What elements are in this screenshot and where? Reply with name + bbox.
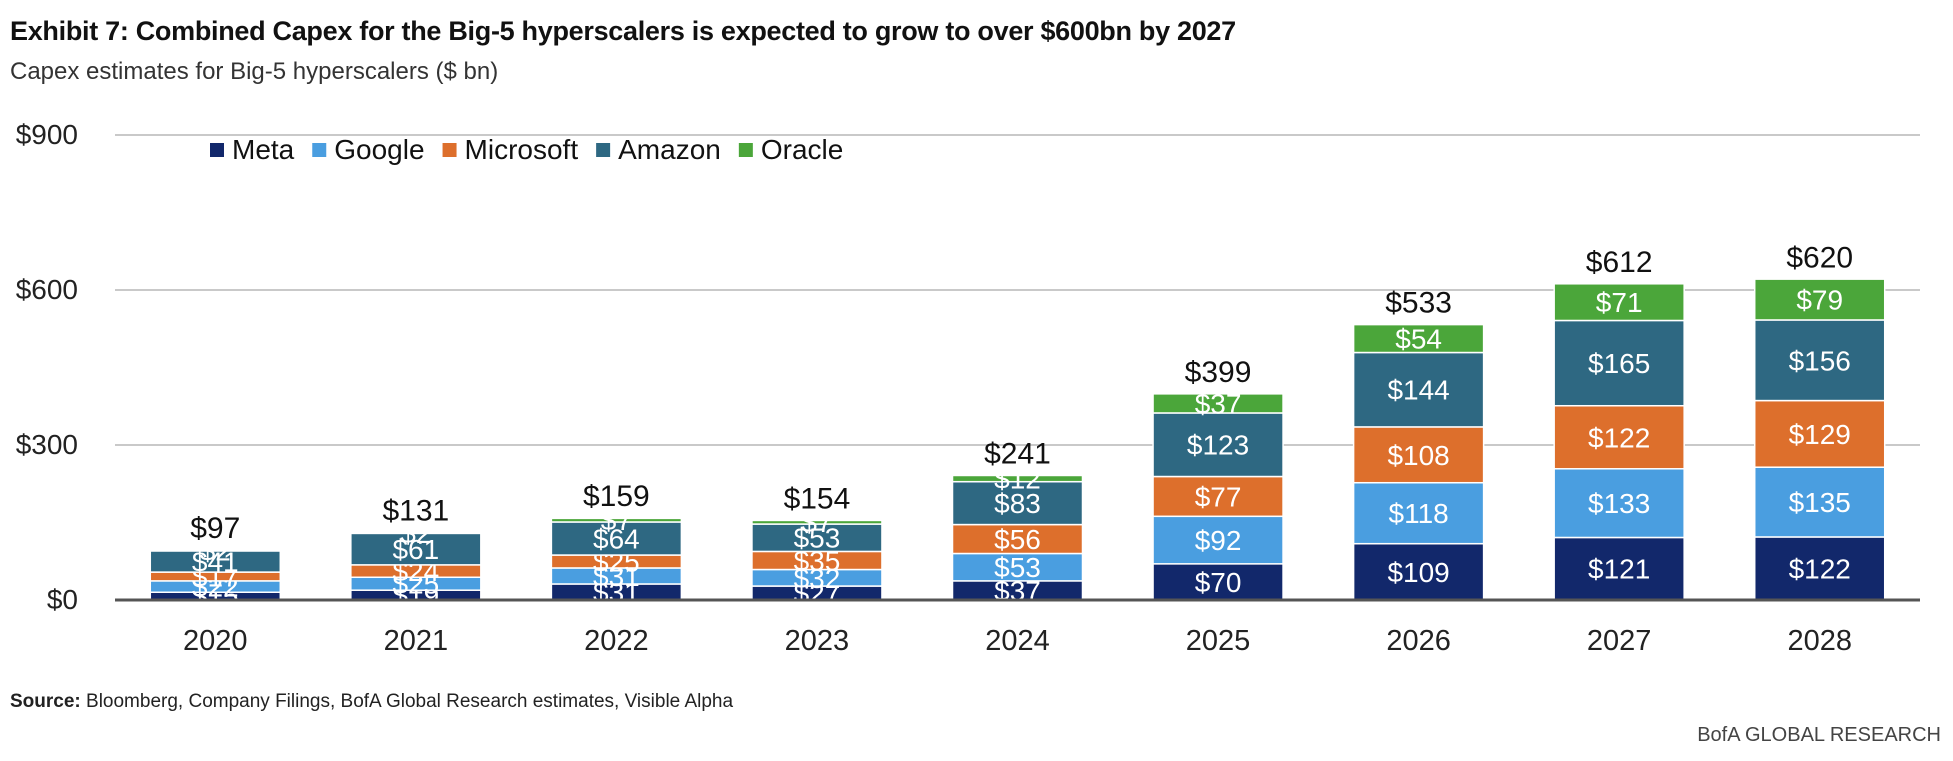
data-label-microsoft: $108 — [1387, 440, 1449, 471]
bar-segment-oracle — [350, 531, 482, 535]
total-label: $131 — [382, 494, 449, 527]
total-label: $97 — [190, 512, 240, 545]
x-tick-label: 2026 — [1386, 625, 1451, 657]
source-note: Source: Bloomberg, Company Filings, BofA… — [10, 691, 733, 713]
bar-segment-oracle — [1553, 283, 1685, 322]
total-label: $159 — [583, 480, 650, 513]
bar-segment-oracle — [951, 474, 1084, 483]
y-tick-label: $300 — [16, 429, 78, 460]
legend-swatch-amazon — [596, 143, 611, 157]
data-label-google: $133 — [1588, 488, 1650, 519]
data-label-meta: $122 — [1789, 553, 1851, 584]
data-label-amazon: $61 — [392, 534, 439, 565]
data-label-google: $118 — [1389, 498, 1449, 529]
source-label: Source: — [10, 691, 81, 712]
bar-segment-amazon — [1352, 351, 1485, 428]
total-label: $399 — [1185, 356, 1252, 389]
bar-segment-oracle — [751, 519, 883, 525]
chart-title: Exhibit 7: Combined Capex for the Big-5 … — [10, 16, 1236, 46]
data-label-amazon: $123 — [1187, 430, 1249, 461]
total-label: $241 — [984, 437, 1051, 470]
legend-swatch-oracle — [738, 143, 753, 157]
legend-swatch-google — [312, 143, 327, 157]
data-label-amazon: $156 — [1789, 345, 1851, 376]
data-label-amazon: $165 — [1588, 348, 1650, 379]
data-label-microsoft: $122 — [1588, 422, 1650, 453]
data-label-google: $135 — [1789, 487, 1851, 518]
brand-footer: BofA GLOBAL RESEARCH — [1697, 724, 1941, 746]
bar-segment-oracle — [1152, 393, 1284, 414]
x-tick-label: 2020 — [183, 625, 248, 657]
total-label: $533 — [1385, 287, 1452, 320]
data-label-meta: $70 — [1195, 567, 1242, 598]
bar-segment-amazon — [350, 532, 482, 566]
y-axis: $0 $300 $600 $900 — [16, 119, 78, 615]
y-tick-label: $0 — [47, 584, 78, 615]
legend-label-oracle: Oracle — [761, 134, 843, 165]
data-label-oracle: $37 — [1195, 388, 1242, 419]
bar-segment-amazon — [1553, 319, 1685, 407]
bar-segment-google — [951, 552, 1084, 582]
x-tick-label: 2027 — [1587, 625, 1652, 657]
data-label-oracle: $2 — [400, 518, 431, 549]
source-text: Bloomberg, Company Filings, BofA Global … — [80, 691, 734, 712]
legend-label-google: Google — [334, 134, 424, 165]
data-label-oracle: $79 — [1796, 285, 1843, 316]
bar-segment-meta — [1352, 542, 1485, 601]
bar-segment-google — [1753, 466, 1886, 538]
bars: $15$22$17$41$2$97$19$25$24$61$2$131$31$3… — [149, 242, 1886, 612]
x-tick-label: 2025 — [1186, 625, 1251, 657]
x-tick-label: 2021 — [384, 625, 449, 657]
data-label-oracle: $71 — [1596, 287, 1643, 318]
bar-segment-microsoft — [1352, 426, 1485, 484]
x-tick-label: 2022 — [584, 625, 649, 657]
bar-segment-microsoft — [1553, 404, 1685, 470]
data-label-google: $92 — [1195, 525, 1242, 556]
chart-subtitle: Capex estimates for Big-5 hyperscalers (… — [10, 58, 499, 85]
data-label-oracle: $12 — [994, 464, 1041, 495]
y-tick-label: $600 — [16, 274, 78, 305]
x-axis: 2020 2021 2022 2023 2024 2025 2026 2027 2028 — [115, 598, 1920, 657]
data-label-google: $53 — [994, 552, 1041, 583]
data-label-amazon: $41 — [192, 547, 239, 578]
data-label-oracle: $54 — [1395, 324, 1442, 355]
data-label-amazon: $64 — [593, 524, 640, 555]
bar-segment-microsoft — [951, 523, 1084, 555]
data-label-oracle: $7 — [601, 505, 632, 536]
y-tick-label: $900 — [16, 119, 78, 150]
data-label-microsoft: $129 — [1789, 419, 1851, 450]
data-label-meta: $121 — [1588, 554, 1650, 585]
bar-segment-oracle — [1753, 278, 1886, 321]
legend-label-meta: Meta — [232, 134, 295, 165]
data-label-amazon: $83 — [994, 488, 1041, 519]
data-label-microsoft: $56 — [994, 524, 1041, 555]
data-label-microsoft: $77 — [1195, 481, 1242, 512]
bar-segment-amazon — [751, 523, 883, 553]
x-tick-label: 2024 — [985, 625, 1050, 657]
legend-label-microsoft: Microsoft — [465, 134, 579, 165]
bar-segment-microsoft — [1753, 399, 1886, 468]
data-label-oracle: $7 — [801, 507, 832, 538]
bar-segment-oracle — [1352, 323, 1485, 354]
total-label: $154 — [784, 482, 851, 515]
data-label-amazon: $53 — [794, 523, 841, 554]
data-label-amazon: $144 — [1387, 375, 1449, 406]
legend: Meta Google Microsoft Amazon Oracle — [210, 134, 843, 165]
x-tick-label: 2023 — [785, 625, 850, 657]
bar-segment-google — [1152, 515, 1284, 565]
total-label: $620 — [1786, 242, 1853, 275]
legend-label-amazon: Amazon — [618, 134, 721, 165]
legend-swatch-meta — [210, 143, 224, 157]
bar-segment-amazon — [1753, 319, 1886, 402]
x-tick-label: 2028 — [1787, 625, 1852, 657]
bar-segment-google — [1553, 468, 1685, 539]
bar-segment-oracle — [149, 549, 282, 552]
total-label: $612 — [1586, 246, 1653, 279]
data-label-oracle: $2 — [200, 535, 231, 566]
bar-segment-amazon — [1152, 412, 1284, 478]
bar-segment-oracle — [550, 517, 683, 523]
data-label-meta: $109 — [1387, 557, 1449, 588]
stacked-bar-chart: $0 $300 $600 $900 $15$22$17$41$2$97$19$25$2… — [16, 119, 1920, 657]
legend-swatch-microsoft — [442, 143, 457, 157]
